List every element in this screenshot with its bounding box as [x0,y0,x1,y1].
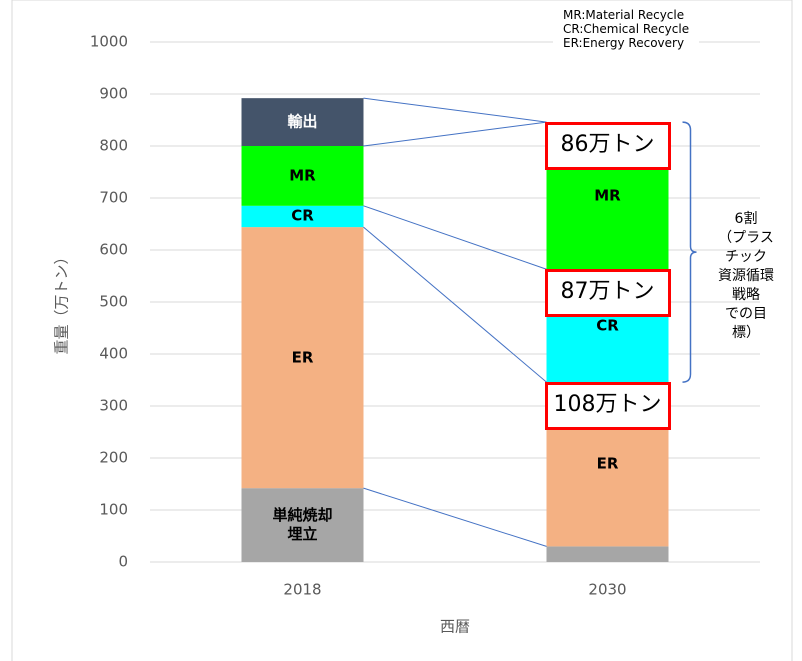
segment-label: CR [596,316,619,335]
connector [363,97,547,123]
x-tick-label: 2018 [283,581,321,599]
legend-note-line: CR:Chemical Recycle [563,22,690,36]
x-tick-label: 2030 [588,581,626,599]
segment-label: 単純焼却 埋立 [272,506,333,544]
annotation: 87万トン [544,269,671,318]
legend-note-line: MR:Material Recycle [563,8,685,22]
bracket [682,121,697,383]
segment-label: ER [596,454,619,473]
frame [11,0,793,661]
y-tick-label: 400 [99,345,128,363]
segment-label: MR [289,166,316,185]
bar-segment [241,205,364,228]
legend-note-line: ER:Energy Recovery [563,36,685,50]
segment-label: MR [594,186,621,205]
connector [363,205,547,270]
connector [363,121,547,147]
y-tick-label: 300 [99,397,128,415]
segment-label: 輸出 [287,112,318,131]
y-tick-label: 200 [99,449,128,467]
bar-segment [241,98,364,146]
segment-label: ER [291,348,314,367]
bar-segment [241,227,364,489]
y-tick-label: 700 [99,189,128,207]
bar-segment [241,488,364,562]
y-tick-label: 0 [118,553,128,571]
annotation: 86万トン [544,122,671,171]
connector [363,487,547,547]
y-tick-label: 900 [99,85,128,103]
y-tick-label: 100 [99,501,128,519]
y-tick-label: 600 [99,241,128,259]
bar-segment [241,146,364,206]
x-axis-label: 西暦 [440,618,470,636]
legend-note: MR:Material Recycle CR:Chemical Recycle ER… [553,6,700,52]
y-tick-label: 800 [99,137,128,155]
bracket-note: 6割 （プラスチック 資源循環戦略 での目標） [718,211,774,342]
annotation: 108万トン [544,382,671,431]
y-tick-label: 500 [99,293,128,311]
y-tick-label: 1000 [90,33,128,51]
y-axis-label: 重量（万トン） [53,249,71,354]
connector [363,226,547,383]
bar-segment [546,546,669,562]
segment-label: CR [291,206,314,225]
